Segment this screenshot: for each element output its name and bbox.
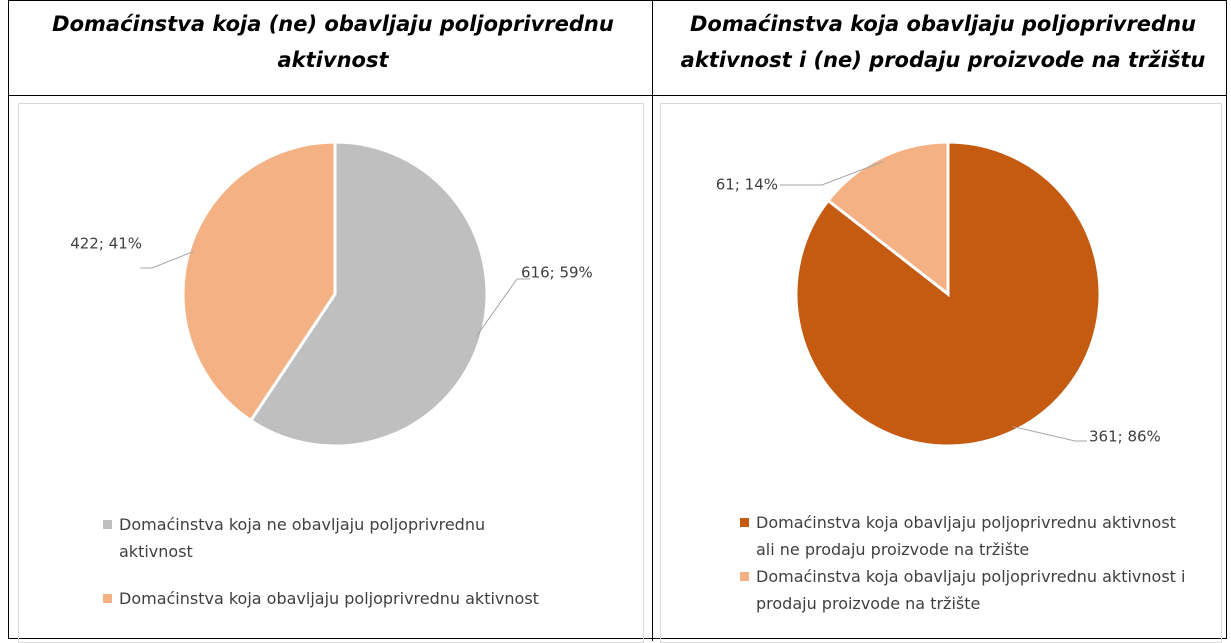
pie-slice [248, 140, 489, 448]
legend-item: Domaćinstva koja obavljaju poljoprivredn… [740, 563, 1190, 617]
leader-line [140, 250, 195, 269]
legend-label: Domaćinstva koja obavljaju poljoprivredn… [756, 567, 1186, 613]
data-label: 616; 59% [521, 264, 593, 282]
chart-title: Domaćinstva koja (ne) obavljaju poljopri… [52, 12, 614, 72]
legend: Domaćinstva koja obavljaju poljoprivredn… [740, 509, 1190, 617]
legend-label: Domaćinstva koja obavljaju poljoprivredn… [756, 513, 1176, 559]
leader-line [1012, 426, 1087, 442]
leader-line [475, 278, 530, 337]
pie-slice [826, 140, 950, 298]
legend-swatch [740, 518, 749, 527]
row-divider [8, 95, 1227, 96]
data-label: 61; 14% [716, 176, 778, 194]
legend-swatch [740, 572, 749, 581]
pie-slice [181, 140, 337, 423]
data-label: 361; 86% [1089, 428, 1161, 446]
table-border [8, 0, 1227, 639]
leader-line [780, 161, 884, 186]
legend-item: Domaćinstva koja ne obavljaju poljoprivr… [103, 511, 543, 565]
data-label: 422; 41% [70, 235, 142, 253]
legend-item: Domaćinstva koja obavljaju poljoprivredn… [740, 509, 1190, 563]
cell-divider [652, 0, 653, 641]
legend-swatch [103, 594, 112, 603]
legend-swatch [103, 520, 112, 529]
legend-item: Domaćinstva koja obavljaju poljoprivredn… [103, 585, 543, 612]
legend-label: Domaćinstva koja ne obavljaju poljoprivr… [119, 515, 486, 561]
legend-label: Domaćinstva koja obavljaju poljoprivredn… [119, 589, 539, 608]
chart-title: Domaćinstva koja obavljaju poljoprivredn… [680, 12, 1206, 72]
legend: Domaćinstva koja ne obavljaju poljoprivr… [103, 511, 543, 612]
